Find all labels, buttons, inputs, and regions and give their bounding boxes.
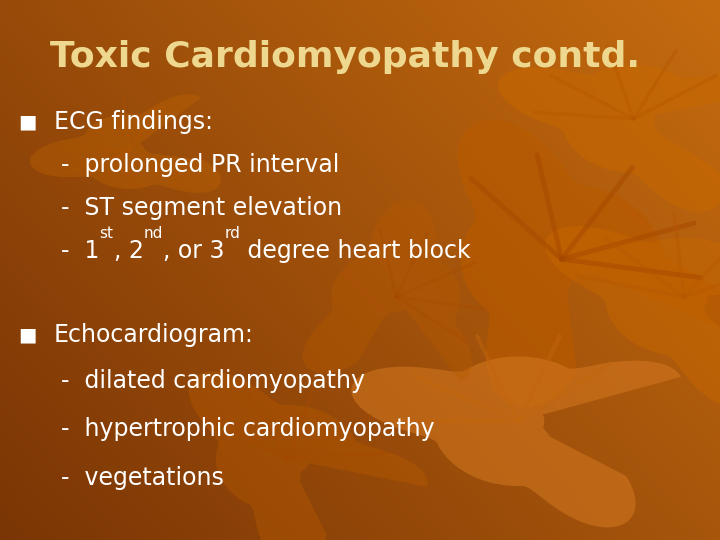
Polygon shape (189, 372, 428, 540)
Text: ECG findings:: ECG findings: (54, 110, 213, 133)
Polygon shape (458, 119, 720, 408)
Polygon shape (302, 200, 472, 381)
Text: degree heart block: degree heart block (240, 239, 471, 263)
Text: ■: ■ (18, 112, 37, 131)
Text: st: st (99, 226, 114, 241)
Text: , 2: , 2 (114, 239, 143, 263)
Polygon shape (351, 356, 681, 528)
Text: -  dilated cardiomyopathy: - dilated cardiomyopathy (61, 369, 365, 393)
Text: nd: nd (143, 226, 163, 241)
Text: -  vegetations: - vegetations (61, 466, 224, 490)
Text: Echocardiogram:: Echocardiogram: (54, 323, 254, 347)
Text: -  hypertrophic cardiomyopathy: - hypertrophic cardiomyopathy (61, 417, 435, 441)
Text: , or 3: , or 3 (163, 239, 225, 263)
Text: Toxic Cardiomyopathy contd.: Toxic Cardiomyopathy contd. (50, 40, 640, 73)
Polygon shape (30, 94, 221, 193)
Text: -  1: - 1 (61, 239, 99, 263)
Text: rd: rd (225, 226, 240, 241)
Text: ■: ■ (18, 325, 37, 345)
Text: -  ST segment elevation: - ST segment elevation (61, 196, 342, 220)
Polygon shape (545, 226, 720, 408)
Text: -  prolonged PR interval: - prolonged PR interval (61, 153, 340, 177)
Polygon shape (498, 65, 720, 212)
